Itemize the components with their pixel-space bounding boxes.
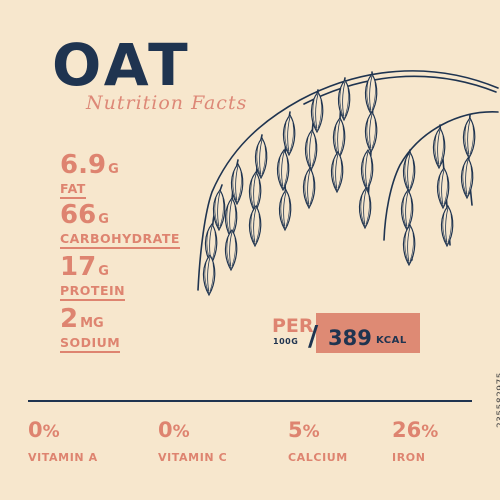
calcium: 5% CALCIUM <box>288 418 348 465</box>
oat-spikelets <box>202 73 476 296</box>
vitamin-name: VITAMIN C <box>158 451 228 464</box>
kcal-value: 389 <box>328 326 372 350</box>
iron: 26% IRON <box>392 418 439 465</box>
stock-id: 235582975 <box>496 372 500 429</box>
vitamin-c: 0% VITAMIN C <box>158 418 228 465</box>
nutrient-fat: 6.9 G FAT <box>60 152 119 199</box>
nutrient-amount: 6.9 <box>60 150 107 180</box>
vitamin-name: VITAMIN A <box>28 451 98 464</box>
vitamin-name: IRON <box>392 451 426 464</box>
nutrient-carbohydrate: 66 G CARBOHYDRATE <box>60 202 180 249</box>
nutrient-name: SODIUM <box>60 336 121 353</box>
vitamin-a: 0% VITAMIN A <box>28 418 98 465</box>
per-label: PER <box>272 315 314 337</box>
slash-divider: / <box>308 319 319 352</box>
kcal-unit: KCAL <box>376 335 407 346</box>
nutrient-protein: 17 G PROTEIN <box>60 252 126 301</box>
vitamin-percent: 0 <box>28 418 43 442</box>
nutrient-name: FAT <box>60 182 86 199</box>
per-unit: 100G <box>273 337 299 346</box>
divider <box>28 400 472 402</box>
nutrient-name: PROTEIN <box>60 284 126 301</box>
vitamin-name: CALCIUM <box>288 451 348 464</box>
vitamin-percent: 26 <box>392 418 422 442</box>
nutrient-unit: MG <box>80 316 104 331</box>
nutrient-unit: G <box>98 212 109 227</box>
nutrient-amount: 66 <box>60 200 97 230</box>
nutrient-name: CARBOHYDRATE <box>60 232 180 249</box>
nutrient-sodium: 2 MG SODIUM <box>60 304 121 353</box>
nutrient-unit: G <box>98 264 109 279</box>
vitamin-percent: 5 <box>288 418 303 442</box>
vitamin-percent: 0 <box>158 418 173 442</box>
nutrient-amount: 2 <box>60 304 79 334</box>
page-subtitle: Nutrition Facts <box>86 92 248 114</box>
nutrient-amount: 17 <box>60 252 97 282</box>
nutrient-unit: G <box>108 162 119 177</box>
page-title: OAT <box>52 31 192 99</box>
kcal-highlight <box>316 313 420 353</box>
